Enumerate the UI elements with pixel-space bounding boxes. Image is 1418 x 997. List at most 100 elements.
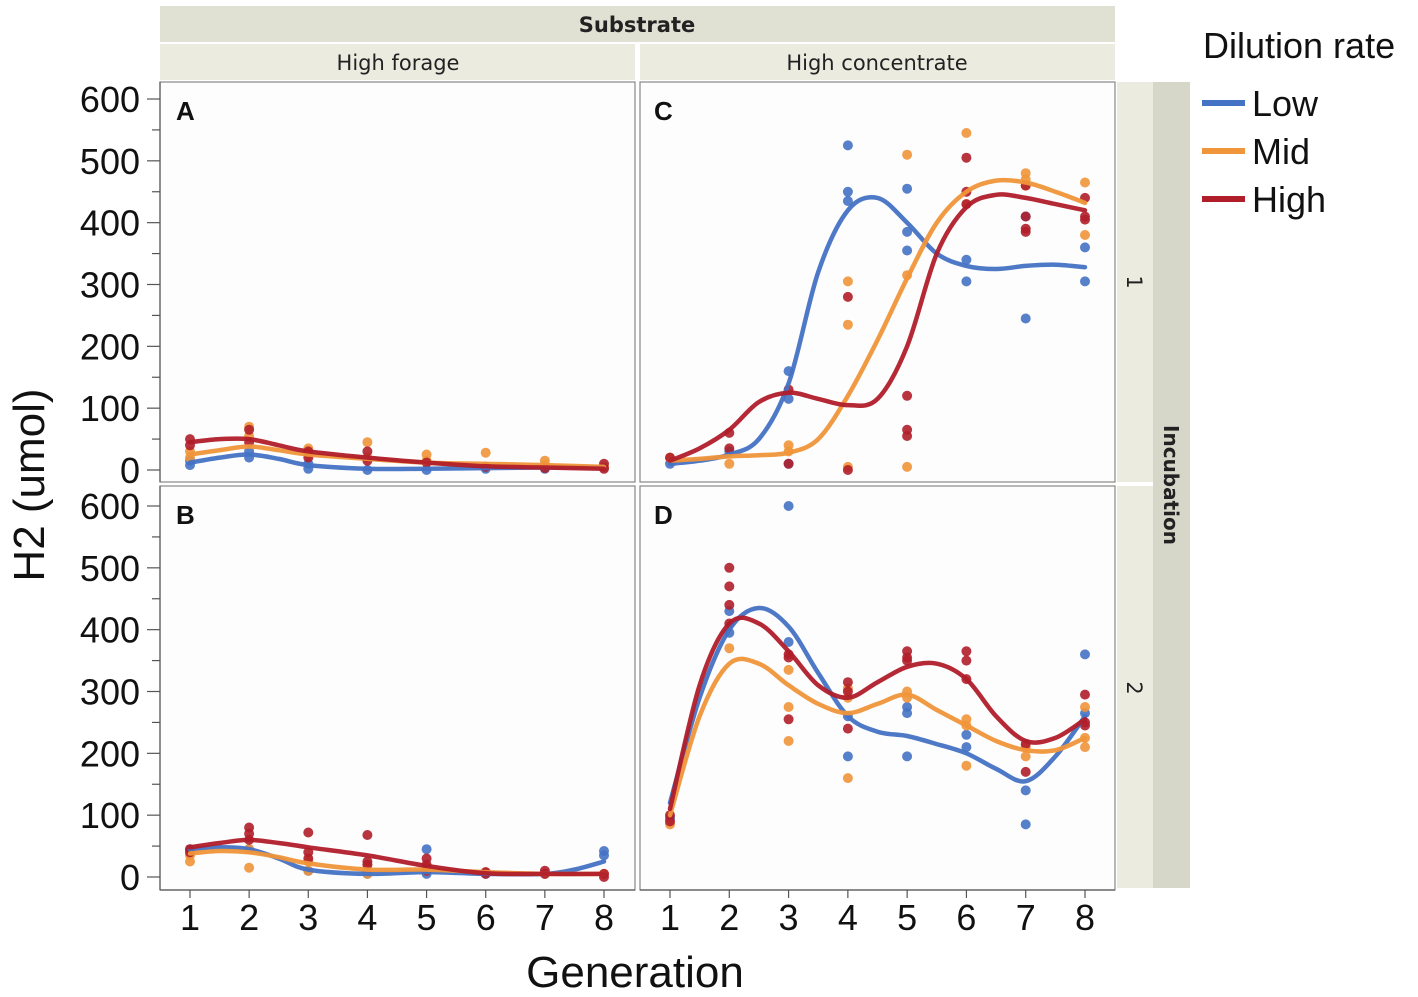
data-point-d-high — [724, 562, 735, 573]
data-point-d-high — [783, 714, 794, 725]
panel-a-plot — [185, 421, 609, 475]
data-point-c-low — [783, 393, 794, 404]
data-point-c-high — [842, 465, 853, 475]
panel-a-frame — [159, 81, 636, 483]
x-tick-label: 3 — [779, 897, 799, 938]
data-point-d-mid — [1020, 751, 1031, 762]
data-point-c-high — [902, 390, 913, 401]
data-point-d-high — [1020, 766, 1031, 777]
panel-b-letter: B — [176, 500, 195, 530]
data-point-c-low — [902, 183, 913, 194]
data-point-d-high — [1080, 689, 1090, 700]
smooth-line-b-high — [187, 837, 607, 877]
x-tick-label: 5 — [417, 897, 437, 938]
data-point-c-high — [1080, 214, 1090, 225]
data-point-d-mid — [724, 643, 735, 654]
x-tick-label: 3 — [298, 897, 318, 938]
column-label-high-forage: High forage — [337, 51, 460, 75]
data-point-c-low — [902, 245, 913, 256]
high-forage-strip — [160, 44, 635, 80]
data-point-c-high — [724, 443, 735, 454]
data-point-c-high — [1020, 226, 1031, 237]
x-tick-label: 4 — [357, 897, 377, 938]
data-point-b-mid — [244, 862, 255, 873]
smooth-line-c-high — [667, 192, 1088, 463]
data-point-b-low — [421, 844, 432, 855]
y-tick-label: 100 — [80, 388, 140, 429]
data-point-c-high — [961, 152, 972, 163]
y-tick-label: 0 — [120, 450, 140, 491]
data-point-b-high — [362, 830, 373, 840]
data-point-d-low — [902, 751, 913, 762]
data-point-c-low — [842, 196, 853, 206]
data-point-d-high — [842, 686, 853, 697]
x-tick-label: 8 — [594, 897, 614, 938]
data-point-c-high — [842, 291, 853, 302]
data-point-d-mid — [783, 702, 794, 712]
data-point-d-high — [724, 599, 735, 610]
data-point-d-low — [783, 501, 794, 511]
data-point-b-mid — [185, 856, 195, 867]
data-point-d-low — [783, 637, 794, 647]
data-point-d-low — [902, 708, 913, 719]
y-tick-label: 0 — [120, 857, 140, 898]
data-point-a-high — [244, 424, 255, 435]
panel-c-frame — [639, 81, 1116, 483]
data-point-a-mid — [362, 437, 373, 448]
data-point-d-high — [961, 655, 972, 666]
legend-label-low: Low — [1252, 83, 1319, 124]
legend-label-high: High — [1252, 179, 1326, 220]
data-point-b-high — [303, 827, 314, 838]
x-tick-label: 6 — [476, 897, 496, 938]
y-tick-label: 200 — [80, 733, 140, 774]
incubation-1-strip — [1117, 82, 1153, 482]
y-tick-label: 400 — [80, 203, 140, 244]
data-point-c-low — [902, 226, 913, 237]
data-point-d-high — [842, 723, 853, 734]
data-point-c-low — [1020, 313, 1031, 324]
panel-d-letter: D — [654, 500, 673, 530]
data-point-d-mid — [783, 736, 794, 746]
data-point-c-low — [842, 186, 853, 197]
data-point-c-low — [1080, 276, 1090, 287]
row-label-incubation-1: 1 — [1122, 275, 1146, 288]
y-tick-label: 500 — [80, 141, 140, 182]
data-point-d-low — [961, 729, 972, 740]
panel-a-letter: A — [176, 96, 195, 126]
data-point-c-mid — [842, 276, 853, 287]
incubation-facet-label: Incubation — [1159, 425, 1183, 545]
data-point-c-mid — [724, 458, 735, 469]
panel-b-plot — [185, 822, 609, 882]
data-point-c-high — [783, 458, 794, 469]
y-tick-label: 300 — [80, 265, 140, 306]
data-point-c-mid — [902, 461, 913, 472]
smooth-line-c-low — [667, 195, 1088, 467]
y-tick-label: 300 — [80, 672, 140, 713]
y-tick-label: 400 — [80, 610, 140, 651]
data-point-d-low — [1080, 649, 1090, 660]
data-point-c-mid — [1080, 177, 1090, 188]
x-tick-label: 4 — [838, 897, 858, 938]
data-point-d-mid — [842, 773, 853, 784]
y-axis-title: H2 (umol) — [5, 388, 54, 581]
data-point-c-mid — [961, 128, 972, 138]
y-tick-label: 200 — [80, 326, 140, 367]
data-point-d-low — [1020, 819, 1031, 830]
data-point-d-low — [961, 742, 972, 753]
data-point-d-mid — [961, 760, 972, 771]
data-point-d-high — [724, 581, 735, 592]
smooth-line-d-low — [667, 605, 1088, 806]
data-point-d-mid — [783, 664, 794, 675]
panel-c-letter: C — [654, 96, 673, 126]
data-point-d-low — [1020, 785, 1031, 796]
data-point-c-low — [1080, 242, 1090, 253]
incubation-strip — [1153, 82, 1190, 888]
data-point-a-high — [362, 446, 373, 457]
smooth-line-c-mid — [667, 177, 1088, 463]
data-point-d-mid — [1080, 742, 1090, 753]
data-point-d-high — [842, 677, 853, 688]
x-tick-label: 1 — [180, 897, 200, 938]
x-tick-label: 1 — [660, 897, 680, 938]
data-point-c-low — [961, 254, 972, 265]
